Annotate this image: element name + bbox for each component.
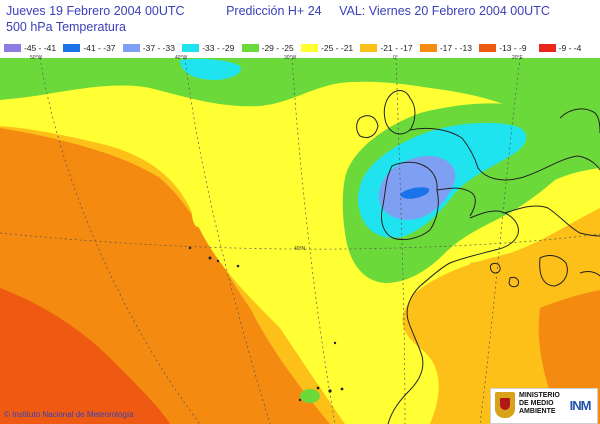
legend-item: -33 - -29 [182,41,239,55]
legend-label: -21 - -17 [380,43,413,53]
lat-label: 40°N [294,246,306,252]
legend-item: -45 - -41 [4,41,61,55]
legend-label: -13 - -9 [499,43,527,53]
legend-item: -21 - -17 [360,41,417,55]
band-minus29-minus25-north [0,58,600,155]
legend-swatch [538,44,556,52]
field-title: 500 hPa Temperatura [6,20,126,34]
legend-swatch [241,44,259,52]
lon-label-3: 0° [393,55,398,61]
legend-item: -37 - -33 [122,41,180,55]
legend-label: -37 - -33 [142,43,175,53]
map-header: Jueves 19 Febrero 2004 00UTC Predicción … [6,4,596,62]
inm-logo: INM [569,398,592,413]
ministry-name: MINISTERIO DE MEDIO AMBIENTE [519,392,560,415]
temperature-field [0,58,600,424]
legend-swatch [182,44,200,52]
legend-item: -17 - -13 [419,41,477,55]
legend-item: -9 - -4 [538,41,596,55]
validity-time: VAL: Viernes 20 Febrero 2004 00UTC [339,4,550,18]
forecast-step: Predicción H+ 24 [226,4,322,18]
band-minus13-minus9 [0,288,170,424]
band-minus41-minus37 [400,187,430,199]
band-minus33-minus29-north [180,58,241,80]
legend-label: -9 - -4 [558,43,582,53]
legend-swatch [63,44,81,52]
lon-label-2: 30°W [284,55,297,61]
lon-label-0: 50°W [30,55,43,61]
lon-label-1: 40°W [175,55,188,61]
legend-label: -17 - -13 [439,43,472,53]
legend-item: -13 - -9 [479,41,536,55]
legend-label: -29 - -25 [261,43,294,53]
ministry-logo: MINISTERIO DE MEDIO AMBIENTE INM [490,388,598,424]
lon-label-4: 20°E [512,55,523,61]
legend-label: -25 - -21 [321,43,354,53]
islands [188,246,344,402]
legend-item: -41 - -37 [63,41,120,55]
coat-of-arms-icon [495,392,515,418]
legend-swatch [360,44,378,52]
legend-item: -25 - -21 [301,41,358,55]
graticule [0,58,600,424]
legend-item: -29 - -25 [241,41,299,55]
legend-label: -45 - -41 [24,43,57,53]
legend-label: -41 - -37 [83,43,116,53]
legend-swatch [301,44,319,52]
copyright-notice: © Instituto Nacional de Meteorología [4,410,134,419]
run-time: Jueves 19 Febrero 2004 00UTC [6,4,185,18]
legend-swatch [122,44,140,52]
legend-swatch [419,44,437,52]
header-line-1: Jueves 19 Febrero 2004 00UTC Predicción … [6,4,550,19]
legend-label: -33 - -29 [202,43,235,53]
color-legend: -45 - -41 -41 - -37 -37 - -33 -33 - -29 -29 … [4,41,596,55]
legend-swatch [4,44,21,52]
legend-swatch [479,44,497,52]
forecast-map: 50°W 40°W 30°W 0° 20°E 40°N [0,55,600,424]
